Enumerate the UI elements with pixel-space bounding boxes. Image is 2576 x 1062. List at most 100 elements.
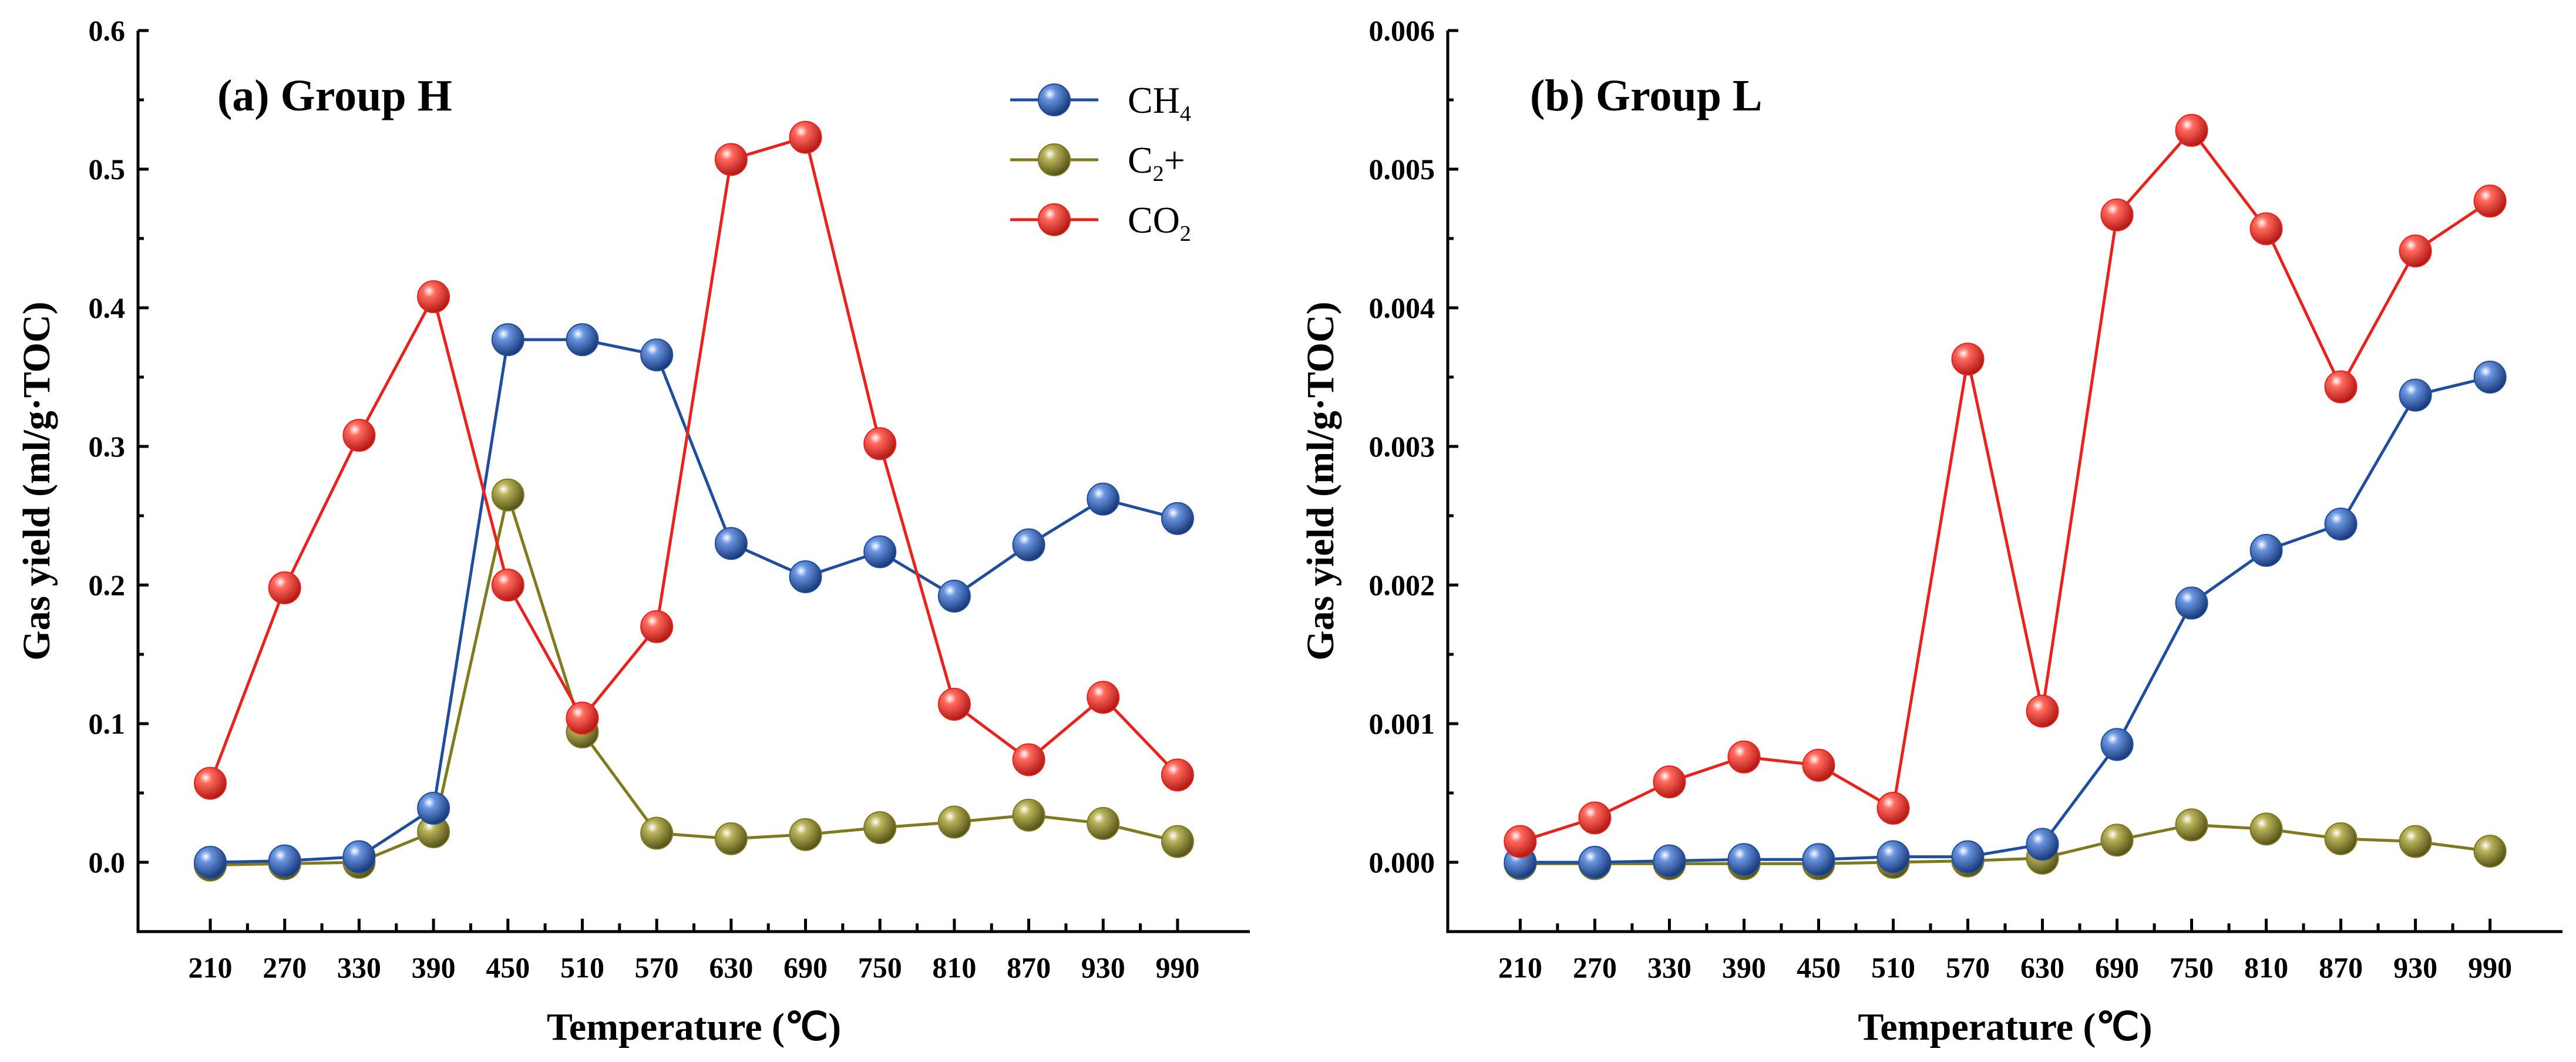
panel-b-group-l: 0.000 0.001 0.002 0.003 0.004 0.005 0.006 210 27… [1299,14,2562,1048]
data-point-c2 [1012,798,1045,832]
data-point-c2 [1161,825,1194,858]
data-point-ch4 [863,535,897,569]
legend-label-co2: CO2 [1128,199,1191,246]
y-tick-label: 0.002 [1369,569,1435,601]
data-point-co2 [491,569,524,601]
legend-label-c2: C2+ [1128,139,1185,186]
data-point-ch4 [2100,728,2134,761]
data-point-ch4 [491,323,524,357]
data-point-c2 [2473,835,2507,868]
x-tick-label: 810 [932,951,976,984]
legend-marker-co2 [1038,203,1071,236]
y-tick-label: 0.4 [89,291,126,324]
data-point-c2 [2249,812,2283,846]
x-tick-label: 210 [189,951,233,984]
axes-frame [1446,31,2562,933]
data-point-co2 [2324,370,2358,404]
data-point-co2 [1653,765,1686,799]
data-point-c2 [863,811,897,844]
x-tick-label: 390 [412,951,456,984]
legend-marker-ch4 [1038,83,1071,116]
data-point-co2 [789,120,822,154]
data-point-co2 [1087,681,1120,714]
data-point-ch4 [640,338,674,372]
x-tick-label: 990 [1155,951,1199,984]
data-point-ch4 [1951,840,1985,873]
data-point-ch4 [2026,828,2059,861]
y-axis-title: Gas yield (ml/g·TOC) [1299,301,1342,660]
y-tick-label: 0.003 [1369,430,1435,463]
legend-marker-c2 [1038,143,1071,176]
y-tick-label: 0.001 [1369,707,1435,740]
data-point-ch4 [1876,840,1910,873]
data-point-co2 [1727,740,1761,774]
data-point-co2 [1876,791,1910,825]
series-line-co2 [208,135,1179,784]
y-tick-label: 0.0 [89,846,126,879]
data-point-co2 [1012,743,1045,777]
data-point-c2 [640,816,674,850]
data-point-co2 [1161,758,1194,792]
data-point-ch4 [1012,528,1045,562]
data-point-co2 [714,143,748,176]
y-axis-title: Gas yield (ml/g·TOC) [15,301,58,660]
x-tick-label: 450 [1797,951,1841,984]
data-point-ch4 [714,527,748,560]
data-point-c2 [491,478,524,512]
x-tick-label: 450 [486,951,530,984]
data-point-co2 [417,280,450,314]
x-tick-label: 690 [2095,951,2139,984]
data-point-co2 [1951,342,1985,376]
x-tick-label: 810 [2244,951,2288,984]
x-tick-label: 930 [1081,951,1125,984]
panel-a-group-h: 0.0 0.1 0.2 0.3 0.4 0.5 0.6 210 270 330 390 450 510 5… [15,14,1250,1048]
data-point-ch4 [1727,843,1761,876]
x-tick-label: 390 [1722,951,1766,984]
data-point-co2 [342,419,376,452]
data-point-co2 [566,701,599,735]
data-point-ch4 [2399,378,2432,412]
data-point-co2 [640,610,674,643]
x-tick-label: 630 [2020,951,2064,984]
data-point-c2 [2100,824,2134,857]
data-point-co2 [863,427,897,461]
y-tick-label: 0.2 [89,569,126,601]
y-tick-label: 0.006 [1369,14,1435,47]
data-point-ch4 [342,840,376,873]
data-point-co2 [2026,694,2059,728]
y-tick-label: 0.5 [89,153,126,186]
x-tick-label: 270 [263,951,307,984]
data-point-c2 [2324,822,2358,855]
x-tick-label: 510 [1871,951,1915,984]
data-point-co2 [194,767,227,800]
y-tick-label: 0.005 [1369,153,1435,186]
series-line-ch4 [210,338,1178,864]
data-point-co2 [1802,748,1835,782]
data-point-co2 [2249,212,2283,246]
x-tick-label: 630 [709,951,753,984]
x-tick-label: 570 [635,951,679,984]
y-tick-label: 0.3 [89,430,126,463]
x-axis-title: Temperature (℃) [547,1006,841,1048]
y-tick-label: 0.6 [89,14,126,47]
data-point-ch4 [1653,844,1686,878]
x-tick-label: 870 [1007,951,1051,984]
data-point-ch4 [1161,502,1194,535]
data-point-co2 [937,687,971,721]
panel-title: (a) Group H [217,71,452,120]
x-tick-label: 270 [1573,951,1617,984]
x-tick-label: 570 [1946,951,1990,984]
data-point-co2 [2399,234,2432,268]
x-tick-label: 510 [560,951,604,984]
data-point-co2 [2473,184,2507,218]
data-point-c2 [714,822,748,855]
data-point-ch4 [566,323,599,357]
panel-title: (b) Group L [1530,71,1763,120]
x-tick-label: 870 [2319,951,2363,984]
data-point-ch4 [937,579,971,613]
series-line-co2 [1519,127,2491,843]
data-point-ch4 [1802,843,1835,876]
y-tick-label: 0.000 [1369,846,1435,879]
data-point-co2 [268,571,301,604]
